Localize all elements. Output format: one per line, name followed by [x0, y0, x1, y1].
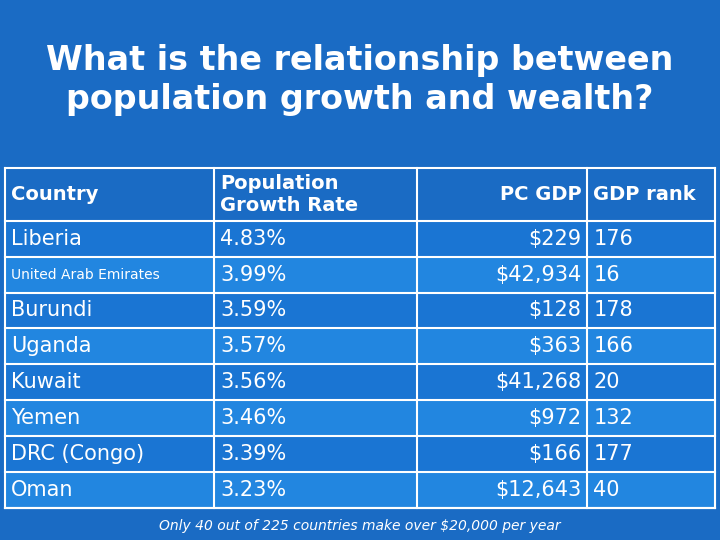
Text: Liberia: Liberia: [11, 228, 82, 248]
Text: $12,643: $12,643: [495, 480, 581, 500]
Text: $42,934: $42,934: [495, 265, 581, 285]
Text: GDP rank: GDP rank: [593, 185, 696, 204]
Text: United Arab Emirates: United Arab Emirates: [11, 267, 160, 281]
Text: $972: $972: [528, 408, 581, 428]
Text: Kuwait: Kuwait: [11, 372, 81, 392]
Bar: [5, 293, 715, 328]
Text: PC GDP: PC GDP: [500, 185, 581, 204]
Text: 177: 177: [593, 444, 633, 464]
Text: Only 40 out of 225 countries make over $20,000 per year: Only 40 out of 225 countries make over $…: [159, 519, 561, 533]
Text: 3.23%: 3.23%: [220, 480, 287, 500]
Text: 132: 132: [593, 408, 633, 428]
Bar: [5, 472, 715, 508]
Text: 16: 16: [593, 265, 620, 285]
Text: 176: 176: [593, 228, 633, 248]
Text: 4.83%: 4.83%: [220, 228, 287, 248]
Bar: [5, 436, 715, 472]
Bar: [5, 256, 715, 293]
Bar: [5, 400, 715, 436]
Bar: [5, 328, 715, 364]
Text: Population
Growth Rate: Population Growth Rate: [220, 174, 359, 215]
Text: 40: 40: [593, 480, 620, 500]
Text: Country: Country: [11, 185, 99, 204]
Text: 3.57%: 3.57%: [220, 336, 287, 356]
Bar: [5, 168, 715, 221]
Text: Uganda: Uganda: [11, 336, 91, 356]
Bar: [5, 364, 715, 400]
Text: DRC (Congo): DRC (Congo): [11, 444, 144, 464]
Text: $363: $363: [528, 336, 581, 356]
Text: $128: $128: [528, 300, 581, 320]
Text: 20: 20: [593, 372, 620, 392]
Text: 3.39%: 3.39%: [220, 444, 287, 464]
Text: 3.46%: 3.46%: [220, 408, 287, 428]
Text: 3.56%: 3.56%: [220, 372, 287, 392]
Text: 166: 166: [593, 336, 633, 356]
Text: $41,268: $41,268: [495, 372, 581, 392]
Text: 178: 178: [593, 300, 633, 320]
Text: $229: $229: [528, 228, 581, 248]
Bar: [5, 221, 715, 256]
Text: Oman: Oman: [11, 480, 73, 500]
Text: Yemen: Yemen: [11, 408, 80, 428]
Text: 3.59%: 3.59%: [220, 300, 287, 320]
Text: 3.99%: 3.99%: [220, 265, 287, 285]
Text: Burundi: Burundi: [11, 300, 92, 320]
Text: $166: $166: [528, 444, 581, 464]
Text: What is the relationship between
population growth and wealth?: What is the relationship between populat…: [46, 44, 674, 116]
